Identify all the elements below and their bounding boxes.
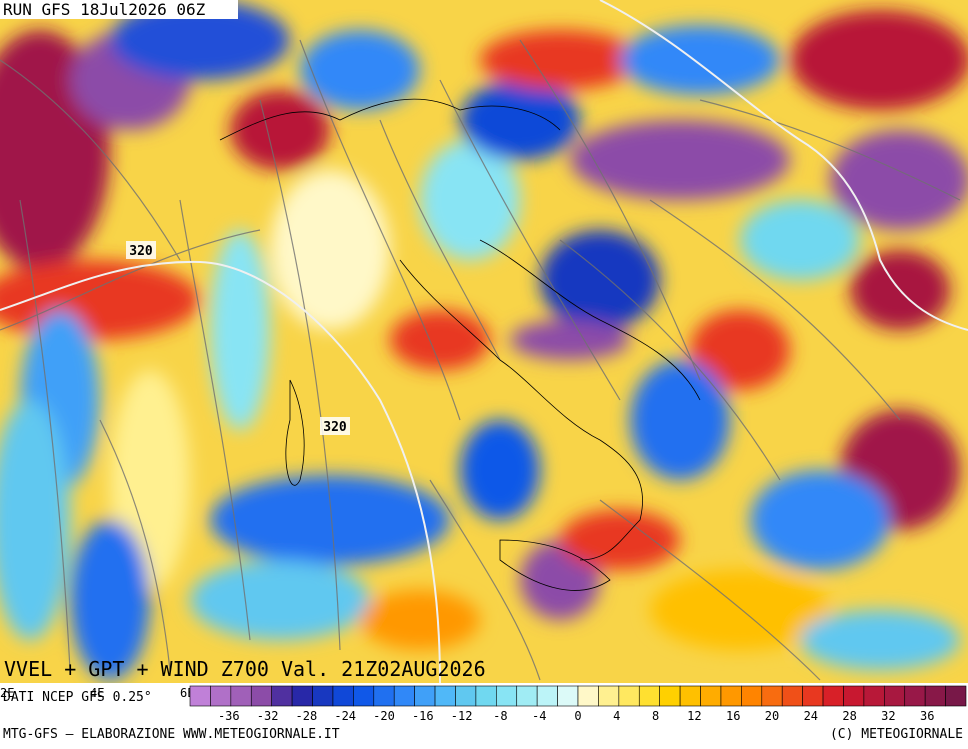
colorbar-tick-label: -16 [412,709,434,723]
color-swatch [577,685,599,707]
colorbar-tick-label: 36 [920,709,934,723]
colorbar-tick-label: -24 [334,709,356,723]
color-swatch [638,685,660,707]
footer-left: MTG-GFS – ELABORAZIONE WWW.METEOGIORNALE… [3,727,340,742]
color-swatch [434,685,456,707]
colorbar-tick-label: 20 [765,709,779,723]
colorbar-tick-label: 16 [726,709,740,723]
coastlines [219,98,701,591]
colorbar-tick-label: -8 [493,709,507,723]
contour-label: 320 [129,244,153,259]
color-swatch [475,685,497,707]
color-swatch [291,685,313,707]
color-swatch [884,685,906,707]
colorbar-tick-label: -28 [296,709,318,723]
color-swatch [353,685,375,707]
color-swatch [679,685,701,707]
colorbar-tick-label: -32 [257,709,279,723]
map-caption: VVEL + GPT + WIND Z700 Val. 21Z02AUG2026 [4,657,486,681]
color-swatch [781,685,803,707]
colorbar-tick-label: -4 [532,709,546,723]
longitude-label: 4E [90,686,104,700]
color-swatch [271,685,293,707]
color-swatch [598,685,620,707]
color-swatch [720,685,742,707]
colorbar-tick-label: 24 [804,709,818,723]
footer-right: (C) METEOGIORNALE [830,727,963,742]
colorbar-tick-label: 8 [652,709,659,723]
color-swatch [618,685,640,707]
color-swatch [516,685,538,707]
wind-streamlines [0,39,961,681]
color-swatch [189,685,211,707]
color-swatch [843,685,865,707]
colorbar-tick-label: 4 [613,709,620,723]
color-swatch [332,685,354,707]
color-swatch [822,685,844,707]
color-swatch [414,685,436,707]
color-swatch [557,685,579,707]
run-label: RUN GFS 18Jul2026 06Z [3,0,206,19]
color-swatch [455,685,477,707]
geopotential-contour [0,0,968,683]
colorbar-tick-label: 28 [842,709,856,723]
color-swatch [373,685,395,707]
color-swatch [924,685,946,707]
colorbar-tick-label: 0 [574,709,581,723]
color-swatch [802,685,824,707]
colorbar-tick-label: -12 [451,709,473,723]
color-swatch [496,685,518,707]
color-swatch [741,685,763,707]
longitude-label: 2E [0,686,14,700]
vertical-velocity-field [0,0,968,680]
color-swatch [393,685,415,707]
color-swatch [904,685,926,707]
colorbar-tick-label: 32 [881,709,895,723]
color-swatch [700,685,722,707]
color-swatch [210,685,232,707]
color-swatch [945,685,967,707]
color-swatch [536,685,558,707]
contour-label: 320 [323,420,347,435]
colorbar: -36 -32 -28 -24 -20 -16 -12 -8 -4 0 4 8 12 16 20 24 28 32… [189,685,967,723]
colorbar-tick-label: 12 [687,709,701,723]
color-swatch [230,685,252,707]
colorbar-tick-label: -36 [218,709,240,723]
color-swatch [659,685,681,707]
data-source: DATI NCEP GFS 0.25° [3,690,152,705]
color-swatch [761,685,783,707]
color-swatch [863,685,885,707]
color-swatch [250,685,272,707]
color-swatch [312,685,334,707]
map: 320 320 RUN GFS 18Jul2026 06Z VVEL + GPT… [0,0,968,683]
colorbar-tick-label: -20 [373,709,395,723]
